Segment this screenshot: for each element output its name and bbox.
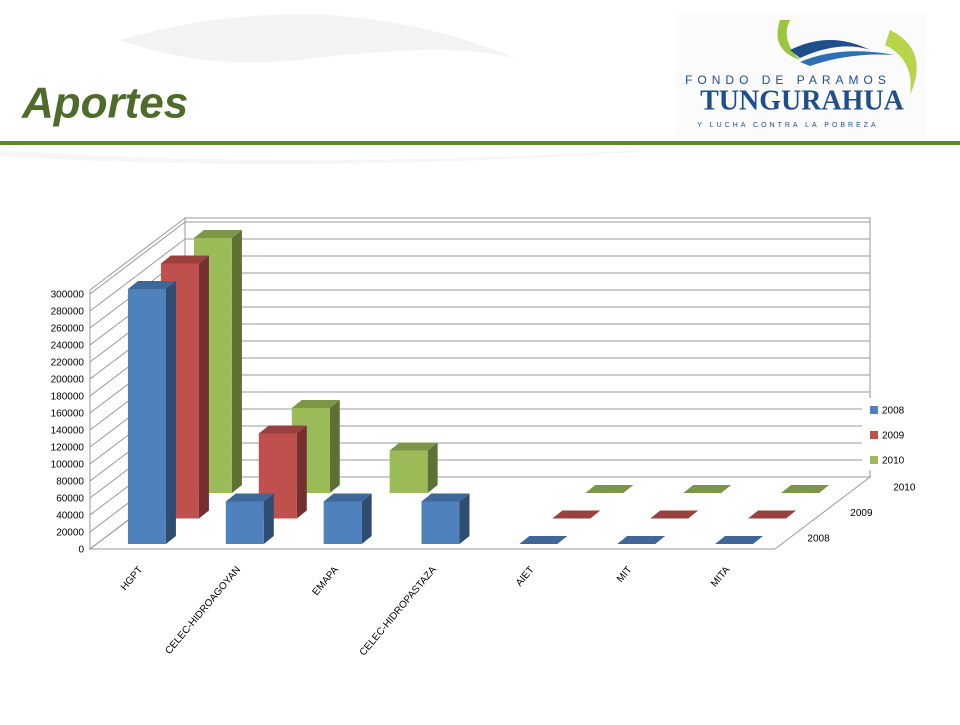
bar-side — [459, 493, 470, 544]
legend-swatch — [870, 431, 878, 439]
bar — [617, 536, 666, 544]
logo-wave — [800, 51, 895, 66]
y-tick-label: 240000 — [51, 341, 85, 352]
bar — [585, 485, 634, 493]
x-tick-label: HGPT — [119, 565, 145, 593]
bar-side — [427, 442, 438, 493]
bar-top — [781, 485, 830, 493]
bar-top — [650, 510, 699, 519]
bar-side — [198, 255, 209, 519]
bar-top — [160, 255, 209, 264]
bar-top — [193, 230, 242, 238]
x-tick-label: MIT — [615, 565, 634, 585]
chart: 0 20000 40000 60000 80000 100000 120000 140000 1… — [51, 216, 916, 658]
slide-title: Aportes — [21, 79, 188, 128]
bar-top — [585, 485, 634, 493]
bar-top — [258, 425, 307, 434]
depth-label: 2009 — [850, 508, 873, 519]
logo-box — [676, 14, 926, 136]
bar-top — [127, 281, 176, 289]
bar-top — [323, 493, 372, 502]
legend: 2008 2009 2010 — [862, 398, 914, 470]
y-tick-label: 60000 — [56, 494, 84, 505]
y-tick-label: 100000 — [51, 460, 85, 471]
y-tick-label: 280000 — [51, 307, 85, 318]
legend-label: 2010 — [882, 456, 905, 467]
y-tick-label: 180000 — [51, 392, 85, 403]
bar — [683, 485, 732, 493]
bar-front — [225, 501, 264, 544]
depth-label: 2008 — [807, 534, 830, 545]
bar — [323, 493, 372, 544]
bar — [225, 493, 274, 544]
title-rule — [0, 141, 960, 145]
bar-side — [263, 493, 274, 544]
legend-label: 2009 — [882, 431, 905, 442]
y-tick-label: 140000 — [51, 426, 85, 437]
bar-top — [683, 485, 732, 493]
bar — [781, 485, 830, 493]
bar — [421, 493, 470, 544]
bar-side — [361, 493, 372, 544]
y-tick-label: 120000 — [51, 443, 85, 454]
grid-line — [89, 238, 186, 312]
bar-front — [127, 289, 166, 544]
y-tick-label: 20000 — [56, 528, 84, 539]
bar — [127, 281, 176, 544]
x-tick-label: CELEC-HIDROAGOYAN — [163, 565, 243, 657]
bar — [748, 510, 797, 519]
x-tick-label: AIET — [514, 565, 537, 589]
background-swoosh — [120, 14, 520, 63]
y-tick-label: 0 — [78, 545, 84, 556]
bar-side — [329, 400, 340, 493]
x-tick-label: EMAPA — [311, 564, 342, 598]
bar-top — [291, 400, 340, 408]
x-tick-label: MITA — [709, 564, 733, 589]
bar — [715, 536, 764, 544]
bar-top — [519, 536, 568, 544]
bar — [389, 442, 438, 493]
background-swoosh — [0, 150, 640, 165]
bar-front — [323, 501, 362, 544]
bar — [650, 510, 699, 519]
bar-side — [231, 230, 242, 493]
bar-top — [715, 536, 764, 544]
legend-swatch — [870, 406, 878, 414]
logo-text: TUNGURAHUA — [700, 85, 905, 116]
logo-text: FONDO DE PARAMOS — [685, 73, 891, 87]
logo-leaf — [777, 20, 800, 60]
bar-front — [421, 501, 460, 544]
bar-top — [389, 442, 438, 451]
y-tick-label: 260000 — [51, 324, 85, 335]
bar-top — [421, 493, 470, 502]
legend-swatch — [870, 456, 878, 464]
logo-leaf — [885, 30, 917, 95]
bar — [519, 536, 568, 544]
bar-side — [165, 281, 176, 544]
bar-top — [617, 536, 666, 544]
y-tick-label: 200000 — [51, 375, 85, 386]
x-tick-label: CELEC-HIDROPASTAZA — [358, 564, 439, 658]
y-tick-label: 300000 — [51, 290, 85, 301]
bar — [552, 510, 601, 519]
depth-label: 2010 — [893, 483, 916, 494]
bar-top — [225, 493, 274, 502]
y-tick-label: 40000 — [56, 511, 84, 522]
grid-line — [89, 221, 186, 295]
y-tick-label: 80000 — [56, 477, 84, 488]
logo-wave — [790, 40, 870, 58]
bar-side — [296, 425, 307, 519]
legend-label: 2008 — [882, 406, 905, 417]
bar-front — [389, 450, 428, 493]
y-tick-label: 160000 — [51, 409, 85, 420]
bar-top — [748, 510, 797, 519]
y-tick-label: 220000 — [51, 358, 85, 369]
logo-text: Y LUCHA CONTRA LA POBREZA — [697, 122, 878, 129]
bar-top — [552, 510, 601, 519]
